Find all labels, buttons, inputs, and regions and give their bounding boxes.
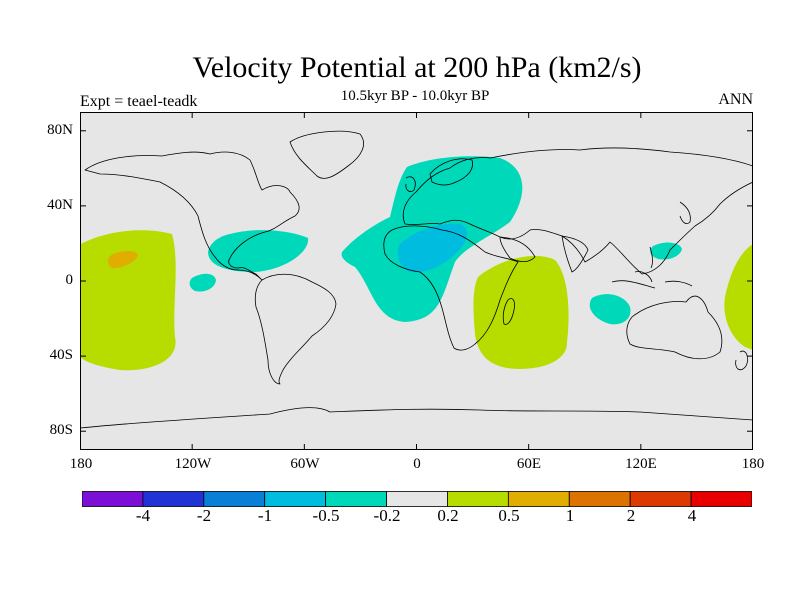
colorbar-box-3	[264, 491, 327, 507]
colorbar-box-2	[203, 491, 266, 507]
lon-label-120w: 120W	[174, 456, 212, 472]
colorbar-label-neg2: -2	[196, 506, 212, 525]
coast-australia	[626, 295, 723, 360]
colorbar-label-1: 1	[565, 506, 575, 525]
lon-label-120e: 120E	[625, 456, 657, 472]
contour-nw-australia	[589, 294, 631, 325]
coast-antarctica	[80, 407, 753, 429]
coast-north-america	[84, 151, 300, 281]
lon-label-60e: 60E	[516, 456, 542, 472]
map-tick-marks	[80, 112, 753, 450]
contour-caribbean	[208, 230, 309, 272]
colorbar-box-4	[325, 491, 387, 507]
lat-label-80n: 80N	[47, 122, 73, 138]
coast-south-america	[254, 273, 337, 385]
colorbar-box-9	[629, 491, 692, 507]
coast-greenland	[289, 130, 364, 179]
contour-mediterranean-core	[397, 223, 467, 273]
colorbar-box-10	[690, 491, 752, 507]
coast-scandinavia	[429, 158, 473, 186]
lat-label-40n: 40N	[47, 197, 73, 213]
lat-label-0: 0	[65, 272, 74, 288]
coast-india	[561, 235, 589, 273]
lat-label-80s: 80S	[49, 422, 73, 438]
lon-label-0: 0	[413, 456, 421, 472]
experiment-label: Expt = teael-teadk	[80, 93, 198, 110]
lon-label-60w: 60W	[290, 456, 320, 472]
contour-philippine-sea	[650, 242, 682, 260]
lon-label-180e: 180	[741, 456, 765, 472]
colorbar-label-neg05: -0.5	[312, 506, 340, 525]
coast-madagascar	[502, 298, 515, 325]
colorbar-label-2: 2	[626, 506, 636, 525]
lat-label-40s: 40S	[49, 347, 73, 363]
plot-title: Velocity Potential at 200 hPa (km2/s)	[192, 51, 642, 84]
colorbar-box-1	[142, 491, 205, 507]
plot-subtitle: 10.5kyr BP - 10.0kyr BP	[340, 88, 490, 104]
colorbar-label-05: 0.5	[498, 506, 520, 525]
colorbar-box-6	[447, 491, 509, 507]
colorbar-label-neg02: -0.2	[373, 506, 401, 525]
coastlines	[80, 130, 753, 429]
coast-new-zealand	[735, 350, 748, 371]
coast-maritime-continent	[611, 246, 693, 289]
coast-arabia	[499, 236, 536, 263]
coast-africa	[383, 225, 519, 351]
colorbar-box-7	[507, 491, 570, 507]
colorbar-box-0	[82, 491, 144, 507]
contour-west-pacific-dateline	[724, 244, 753, 350]
lon-label-180w: 180	[69, 456, 93, 472]
contour-central-pacific-core	[107, 250, 138, 269]
coast-japan	[679, 201, 691, 224]
contour-southern-africa	[473, 255, 569, 369]
colorbar-box-5	[386, 491, 448, 507]
velocity-potential-map	[80, 112, 753, 450]
colorbar-label-4: 4	[687, 506, 697, 525]
colorbar-box-8	[568, 491, 631, 507]
colorbar-label-02: 0.2	[437, 506, 459, 525]
colorbar-label-neg4: -4	[135, 506, 151, 525]
colorbar-label-neg1: -1	[257, 506, 273, 525]
season-label: ANN	[718, 91, 753, 108]
colorbar	[82, 491, 752, 507]
anomaly-contours	[80, 156, 753, 371]
contour-east-pacific	[189, 273, 216, 292]
contour-central-pacific	[80, 230, 176, 371]
coast-british-isles	[405, 176, 416, 192]
